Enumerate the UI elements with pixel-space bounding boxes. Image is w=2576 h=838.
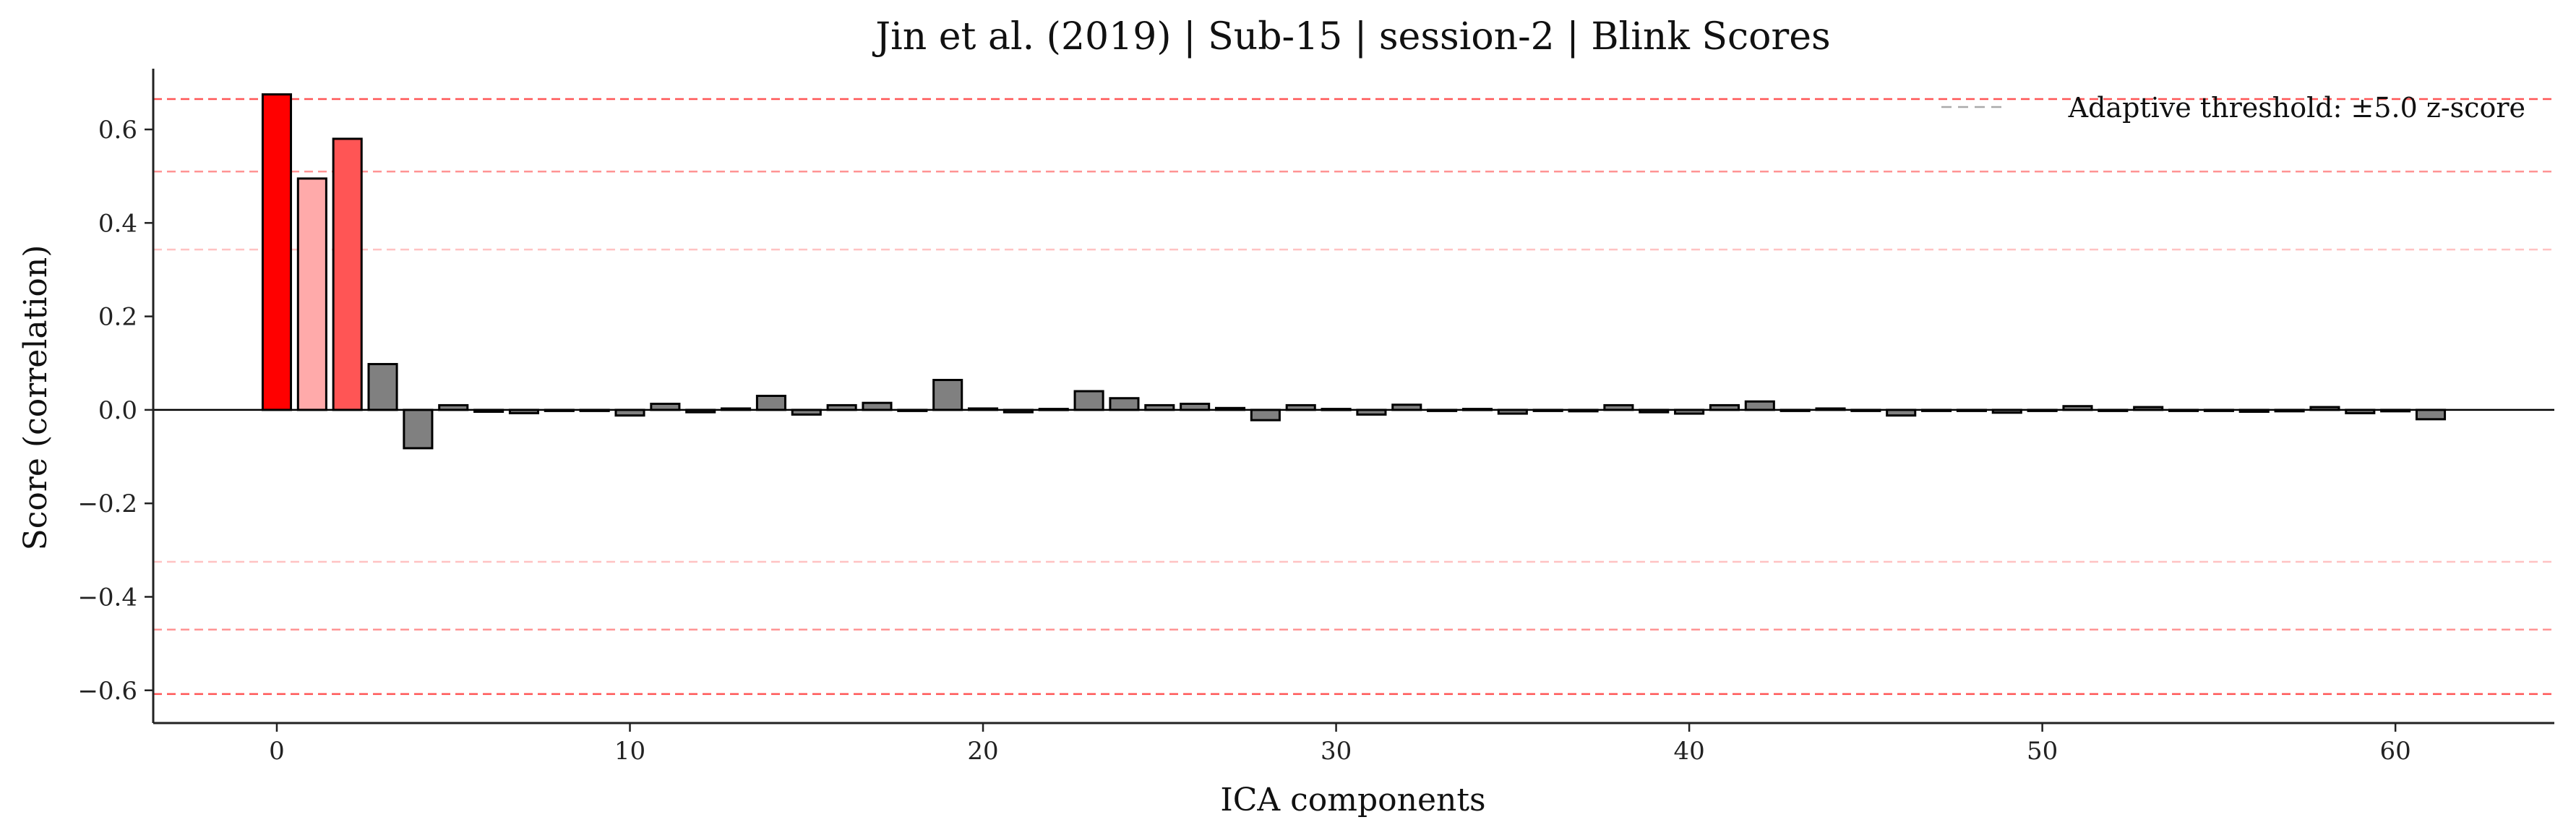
- bar-2: [332, 137, 363, 411]
- threshold-lines: [153, 98, 2554, 696]
- bar-23: [1073, 390, 1104, 411]
- bar-24: [1109, 397, 1140, 411]
- y-tick-label-3: 0.0: [98, 396, 137, 425]
- y-tick-label-2: −0.2: [77, 489, 137, 518]
- y-ticks: −0.6 −0.4 −0.2 0.0 0.2 0.4 0.6: [77, 116, 153, 706]
- bar-17: [862, 401, 893, 411]
- x-tick-label-60: 60: [2380, 737, 2411, 766]
- bar-19: [932, 379, 963, 411]
- x-tick-label-0: 0: [269, 737, 285, 766]
- y-tick-label-6: 0.6: [98, 116, 137, 145]
- x-axis-label: ICA components: [1220, 782, 1485, 818]
- y-tick-label-1: −0.4: [77, 583, 137, 612]
- y-tick-label-5: 0.4: [98, 209, 137, 238]
- y-axis-label: Score (correlation): [17, 245, 54, 551]
- bar-42: [1744, 400, 1775, 411]
- y-tick-label-4: 0.2: [98, 303, 137, 332]
- x-tick-label-40: 40: [1673, 737, 1704, 766]
- x-tick-label-20: 20: [967, 737, 998, 766]
- legend: Adaptive threshold: ±5.0 z-score: [1941, 92, 2525, 124]
- bar-4: [403, 409, 434, 450]
- bar-1: [296, 177, 327, 411]
- x-ticks: 0 10 20 30 40 50 60: [269, 723, 2411, 766]
- bar-3: [367, 363, 398, 411]
- axes-group: [152, 69, 2554, 724]
- bar-28: [1250, 409, 1281, 422]
- x-tick-label-50: 50: [2027, 737, 2058, 766]
- legend-label: Adaptive threshold: ±5.0 z-score: [2068, 92, 2525, 124]
- bars-group: [261, 93, 2447, 450]
- chart-title: Jin et al. (2019) | Sub-15 | session-2 |…: [872, 15, 1830, 59]
- x-tick-label-10: 10: [614, 737, 645, 766]
- x-tick-label-30: 30: [1321, 737, 1352, 766]
- bar-0: [261, 93, 293, 411]
- bar-26: [1180, 402, 1211, 411]
- bar-11: [650, 402, 681, 411]
- bar-14: [755, 395, 786, 411]
- y-tick-label-0: −0.6: [77, 677, 137, 706]
- bar-61: [2415, 409, 2447, 421]
